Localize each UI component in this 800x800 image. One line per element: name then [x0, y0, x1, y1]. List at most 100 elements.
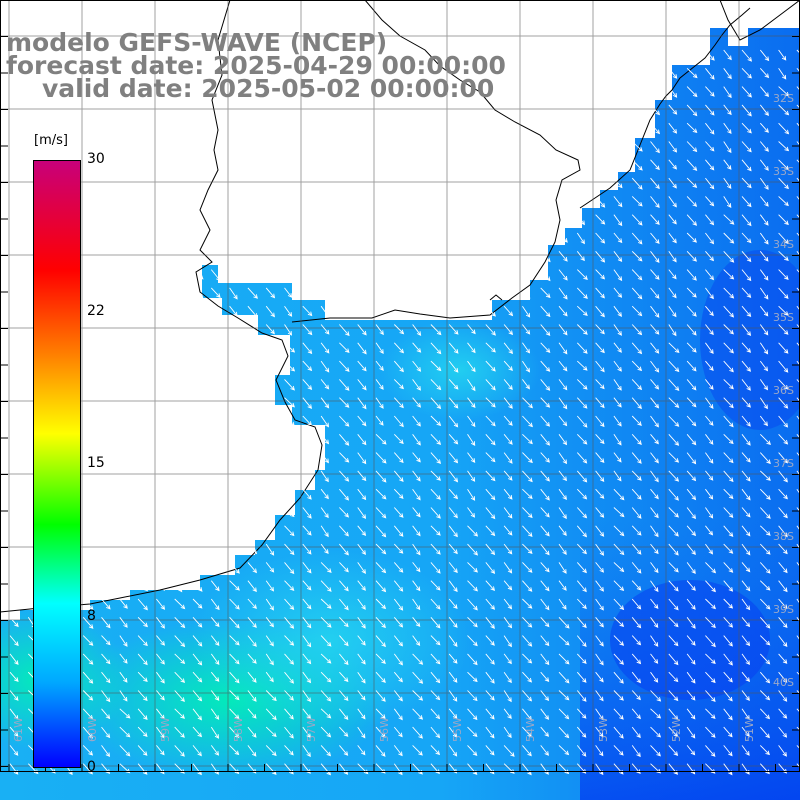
wind-vector-arrow: [284, 580, 295, 591]
wind-vector-arrow: [320, 726, 332, 738]
wind-vector-arrow: [302, 525, 312, 536]
wind-vector-arrow: [650, 434, 659, 445]
wind-vector-arrow: [247, 507, 258, 519]
wind-vector-arrow: [576, 68, 586, 80]
wind-vector-arrow: [522, 470, 533, 483]
wind-vector-arrow: [759, 580, 771, 591]
wind-vector-arrow: [705, 287, 714, 300]
wind-vector-arrow: [723, 671, 733, 683]
wind-vector-arrow: [759, 104, 769, 117]
wind-vector-arrow: [357, 305, 367, 317]
wind-vector-arrow: [375, 269, 385, 281]
wind-vector-arrow: [448, 251, 459, 264]
wind-vector-arrow: [522, 214, 531, 225]
wind-vector-arrow: [668, 360, 680, 373]
wind-vector-arrow: [668, 122, 678, 134]
wind-vector-arrow: [247, 232, 259, 245]
wind-vector-arrow: [759, 525, 771, 536]
wind-vector-arrow: [576, 598, 587, 610]
wind-vector-arrow: [265, 251, 276, 263]
wind-vector-arrow: [156, 726, 165, 739]
wind-vector-arrow: [723, 580, 734, 592]
wind-vector-arrow: [631, 196, 643, 207]
wind-vector-arrow: [650, 562, 659, 574]
wind-vector-arrow: [357, 488, 367, 501]
wind-vector-arrow: [339, 360, 350, 372]
wind-vector-arrow: [595, 342, 605, 354]
wind-vector-arrow: [320, 342, 330, 354]
wind-vector-arrow: [595, 745, 604, 757]
wind-vector-arrow: [119, 580, 128, 593]
wind-vector-arrow: [796, 68, 800, 79]
wind-vector-arrow: [82, 726, 94, 739]
wind-vector-arrow: [430, 745, 441, 756]
wind-vector-arrow: [174, 122, 184, 135]
wind-vector-arrow: [393, 470, 404, 483]
wind-vector-arrow: [357, 324, 367, 336]
wind-vector-arrow: [82, 269, 92, 281]
wind-vector-arrow: [796, 177, 800, 189]
wind-vector-arrow: [229, 141, 239, 152]
wind-vector-arrow: [137, 525, 149, 537]
wind-vector-arrow: [741, 287, 752, 298]
wind-vector-arrow: [796, 397, 800, 409]
wind-vector-arrow: [467, 434, 476, 446]
wind-vector-arrow: [192, 745, 202, 757]
wind-vector-arrow: [101, 488, 112, 500]
wind-vector-arrow: [796, 251, 800, 263]
wind-vector-arrow: [723, 488, 734, 500]
wind-vector-arrow: [137, 543, 149, 556]
wind-vector-arrow: [192, 671, 203, 683]
wind-vector-arrow: [412, 525, 421, 537]
wind-vector-arrow: [210, 470, 221, 482]
wind-vector-arrow: [393, 415, 404, 428]
wind-vector-arrow: [522, 745, 532, 757]
wind-vector-arrow: [759, 49, 770, 62]
wind-vector-arrow: [485, 415, 496, 427]
wind-vector-arrow: [778, 671, 788, 683]
wind-vector-arrow: [137, 507, 149, 518]
wind-vector-arrow: [448, 177, 460, 190]
wind-vector-arrow: [119, 379, 129, 390]
wind-vector-arrow: [137, 214, 147, 225]
wind-vector-arrow: [320, 141, 330, 154]
wind-vector-arrow: [82, 141, 92, 153]
wind-vector-arrow: [339, 434, 350, 446]
wind-vector-arrow: [375, 324, 384, 336]
wind-vector-arrow: [210, 104, 222, 117]
wind-vector-arrow: [156, 507, 166, 520]
wind-vector-arrow: [741, 196, 752, 208]
wind-vector-arrow: [522, 507, 533, 519]
wind-vector-arrow: [576, 653, 587, 664]
wind-vector-arrow: [503, 690, 512, 703]
wind-vector-arrow: [82, 507, 94, 518]
wind-vector-arrow: [613, 49, 623, 62]
wind-vector-arrow: [302, 726, 311, 739]
wind-vector-arrow: [759, 617, 771, 629]
wind-vector-arrow: [229, 708, 240, 720]
wind-vector-arrow: [192, 562, 203, 573]
wind-vector-arrow: [613, 287, 623, 298]
wind-vector-arrow: [229, 488, 241, 500]
wind-vector-arrow: [448, 141, 460, 152]
wind-vector-arrow: [9, 122, 21, 134]
wind-vector-arrow: [156, 305, 167, 317]
wind-vector-arrow: [778, 122, 790, 135]
wind-vector-arrow: [302, 671, 312, 684]
wind-vector-arrow: [430, 379, 442, 391]
wind-vector-arrow: [522, 708, 532, 721]
wind-vector-arrow: [375, 214, 385, 226]
wind-vector-arrow: [302, 269, 313, 281]
wind-vector-arrow: [503, 86, 514, 97]
wind-vector-arrow: [650, 379, 660, 390]
wind-vector-arrow: [82, 232, 92, 244]
wind-vector-arrow: [174, 543, 183, 555]
wind-vector-arrow: [412, 708, 424, 720]
wind-vector-arrow: [576, 49, 586, 61]
wind-vector-arrow: [686, 617, 696, 629]
wind-vector-arrow: [156, 745, 165, 756]
wind-vector-arrow: [357, 415, 367, 427]
wind-vector-arrow: [247, 122, 259, 135]
wind-vector-arrow: [650, 726, 662, 738]
wind-vector-arrow: [668, 452, 680, 463]
